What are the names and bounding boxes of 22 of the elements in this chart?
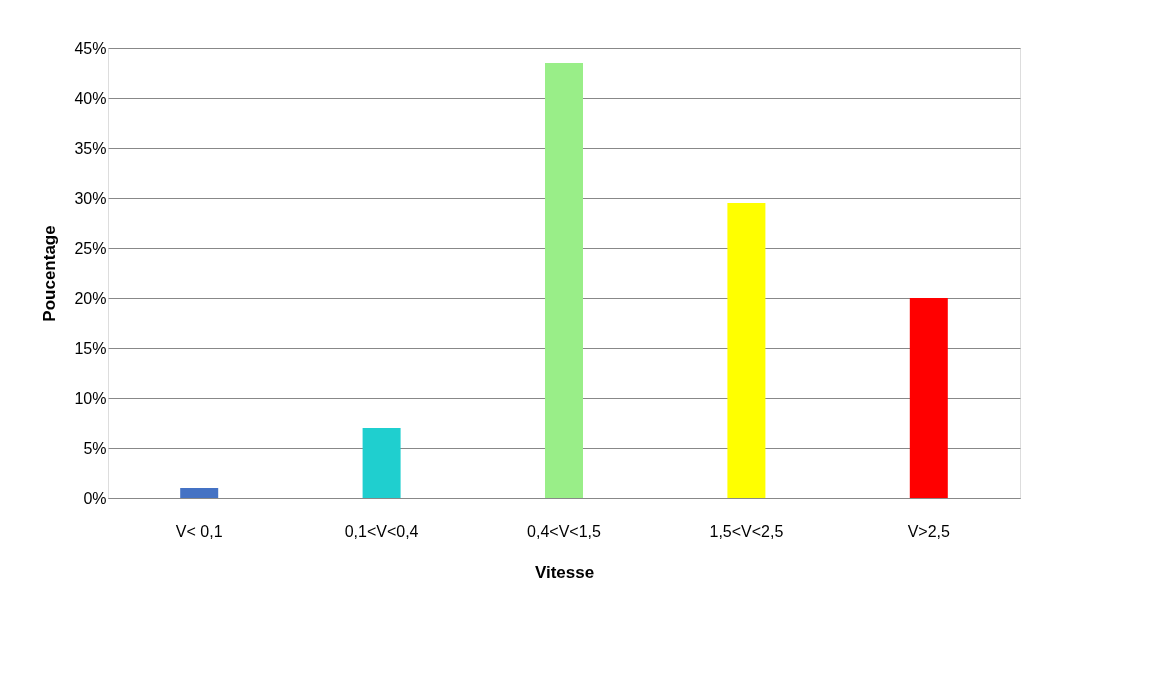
y-axis-title: Poucentage (40, 225, 60, 322)
x-tick-label: 0,1<V<0,4 (344, 522, 419, 540)
bar (909, 298, 948, 498)
y-tick-label: 25% (74, 239, 107, 257)
x-tick-label: V>2,5 (907, 522, 951, 540)
y-tick-label: 15% (74, 339, 107, 357)
x-axis-title: Vitesse (534, 562, 595, 582)
y-tick-label: 45% (74, 39, 107, 57)
y-tick-label: 35% (74, 139, 107, 157)
y-tick-label: 5% (83, 439, 107, 457)
x-tick-label: V< 0,1 (175, 522, 223, 540)
y-tick-label: 0% (83, 489, 107, 507)
bar (727, 203, 766, 498)
y-tick-label: 10% (74, 389, 107, 407)
y-tick-label: 30% (74, 189, 107, 207)
bar (180, 488, 219, 498)
y-tick-label: 40% (74, 89, 107, 107)
x-tick-label: 1,5<V<2,5 (709, 522, 784, 540)
bar (362, 428, 401, 498)
x-tick-label: 0,4<V<1,5 (527, 522, 602, 540)
bar (545, 63, 583, 498)
y-tick-label: 20% (74, 289, 107, 307)
